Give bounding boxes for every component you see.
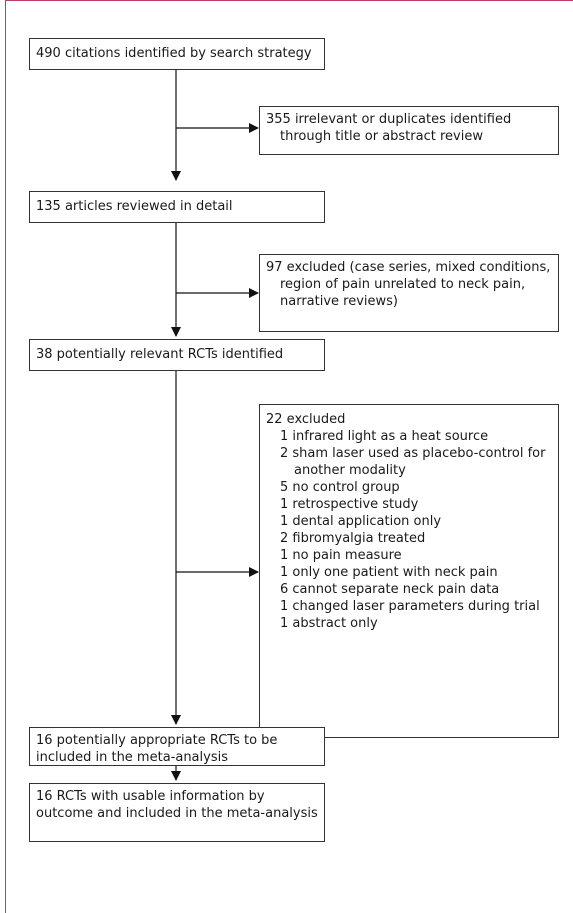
exclusion-reason-item: 1 retrospective study	[280, 497, 419, 512]
exclusion3-box: 22 excluded 1 infrared light as a heat s…	[259, 404, 559, 738]
exclusion-reason-item: 1 no pain measure	[280, 548, 402, 563]
exclusion1-text: 355 irrelevant or duplicates identified …	[266, 112, 512, 144]
step4-box: 16 potentially appropriate RCTs to be in…	[29, 727, 325, 766]
page-border-left	[5, 0, 6, 913]
exclusion-reason-item: 1 changed laser parameters during trial	[280, 599, 540, 614]
step5-text: 16 RCTs with usable information by outco…	[36, 789, 318, 821]
exclusion-reason-item: 5 no control group	[280, 480, 400, 495]
step3-text: 38 potentially relevant RCTs identified	[36, 347, 284, 362]
exclusion-reason-item: 1 only one patient with neck pain	[280, 565, 498, 580]
step2-box: 135 articles reviewed in detail	[29, 191, 325, 223]
exclusion-reason-item: 1 dental application only	[280, 514, 442, 529]
exclusion1-box: 355 irrelevant or duplicates identified …	[259, 106, 559, 155]
exclusion-reason-item: 2 sham laser used as placebo-control for…	[280, 446, 546, 478]
step1-text: 490 citations identified by search strat…	[36, 46, 312, 61]
step4-text: 16 potentially appropriate RCTs to be in…	[36, 733, 278, 765]
exclusion-reason-item: 6 cannot separate neck pain data	[280, 582, 500, 597]
step2-text: 135 articles reviewed in detail	[36, 199, 233, 214]
step1-box: 490 citations identified by search strat…	[29, 38, 325, 70]
step3-box: 38 potentially relevant RCTs identified	[29, 339, 325, 371]
step5-box: 16 RCTs with usable information by outco…	[29, 783, 325, 842]
exclusion2-box: 97 excluded (case series, mixed conditio…	[259, 254, 559, 332]
exclusion-reason-item: 1 abstract only	[280, 616, 378, 631]
exclusion-reason-item: 1 infrared light as a heat source	[280, 429, 489, 444]
exclusion2-text: 97 excluded (case series, mixed conditio…	[266, 260, 551, 309]
exclusion3-list: 1 infrared light as a heat source 2 sham…	[266, 428, 552, 632]
page-border-top	[5, 0, 573, 1]
exclusion-reason-item: 2 fibromyalgia treated	[280, 531, 426, 546]
exclusion3-title: 22 excluded	[266, 412, 346, 427]
